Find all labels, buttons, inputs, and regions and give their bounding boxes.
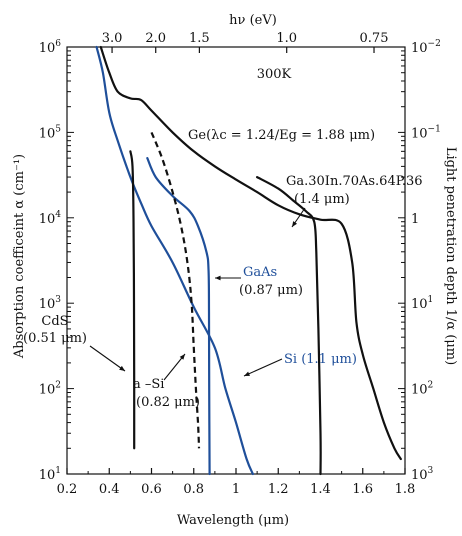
y-tick-base: 10 (39, 468, 56, 483)
si-label: Si (1.1 μm) (284, 352, 357, 367)
y-axis-title: Absorption coefficeint α (cm⁻¹) (12, 154, 27, 359)
x-tick-label: 1.2 (268, 482, 289, 497)
y-tick-exponent: 1 (55, 466, 61, 476)
right-tick-label: 102 (411, 381, 433, 398)
x-tick-label: 0.2 (57, 482, 78, 497)
asi-arrow-head (179, 354, 185, 360)
y-tick-exponent: 2 (55, 381, 61, 391)
curve-a-si (150, 131, 201, 449)
right-tick-label: 103 (411, 466, 434, 483)
y-tick-exponent: 6 (55, 39, 61, 49)
si-arrow (243, 358, 283, 377)
gaas-label: GaAs (243, 265, 277, 280)
x-tick-label: 1 (232, 482, 240, 497)
gainasp-wavelength-label: (1.4 μm) (294, 192, 350, 207)
gaas-arrow-head (215, 275, 221, 281)
x-tick-label: 1.4 (310, 482, 331, 497)
right-tick-base: 1 (411, 212, 419, 227)
y-tick-base: 10 (39, 212, 56, 227)
asi-arrow (163, 353, 186, 381)
y-tick-base: 10 (39, 126, 56, 141)
y-tick-base: 10 (39, 297, 56, 312)
asi-wavelength-label: (0.82 μm) (136, 395, 200, 410)
y-tick-label: 101 (39, 466, 61, 483)
right-tick-exponent: 3 (428, 466, 434, 476)
curves-group (95, 45, 402, 476)
y-tick-exponent: 4 (55, 210, 61, 220)
y-tick-label: 105 (39, 124, 62, 141)
right-tick-label: 1 (411, 212, 419, 227)
cds-label: CdS (41, 314, 68, 329)
y-tick-label: 102 (39, 381, 61, 398)
cds-arrow (89, 345, 126, 372)
top-axis-title: hν (eV) (229, 13, 277, 28)
gainasp-arrow-head (292, 221, 298, 227)
right-tick-label: 10−1 (411, 124, 441, 141)
x-axis-title: Wavelength (μm) (177, 513, 289, 528)
top-tick-label: 1.0 (276, 31, 297, 46)
y-tick-label: 103 (39, 295, 62, 312)
y-tick-label: 106 (39, 39, 62, 56)
gainasp-label: Ga.30In.70As.64P.36 (286, 174, 423, 189)
cds-wavelength-label: (0.51 μm) (23, 331, 87, 346)
right-tick-exponent: −1 (428, 124, 441, 134)
curve-gaas (146, 157, 211, 476)
x-tick-label: 1.8 (395, 482, 416, 497)
right-tick-base: 10 (411, 41, 428, 56)
gaas-wavelength-label: (0.87 μm) (239, 283, 303, 298)
y-tick-label: 104 (39, 210, 62, 227)
right-tick-exponent: 1 (428, 295, 434, 305)
y-tick-base: 10 (39, 383, 56, 398)
y-tick-exponent: 5 (55, 124, 61, 134)
cds-arrow-head (119, 365, 125, 371)
right-tick-label: 101 (411, 295, 433, 312)
x-tick-label: 0.8 (183, 482, 204, 497)
asi-label: a –Si (133, 377, 164, 392)
ge-label: Ge(λc = 1.24/Eg = 1.88 μm) (188, 128, 375, 143)
si-arrow-head (244, 371, 250, 376)
top-tick-label: 2.0 (145, 31, 166, 46)
x-tick-label: 0.4 (99, 482, 120, 497)
y-tick-base: 10 (39, 41, 56, 56)
right-tick-exponent: −2 (428, 39, 441, 49)
y-tick-exponent: 3 (55, 295, 61, 305)
curve-cds (129, 150, 136, 450)
top-tick-label: 1.5 (189, 31, 210, 46)
right-tick-label: 10−2 (411, 39, 441, 56)
x-tick-label: 1.6 (352, 482, 373, 497)
curve-si (95, 45, 254, 476)
x-tick-label: 0.6 (141, 482, 162, 497)
top-tick-label: 3.0 (102, 31, 123, 46)
plot-frame (66, 46, 406, 475)
curve-ga-30in-70as-64p-36 (256, 176, 322, 476)
right-axis-title: Light penetration depth 1/α (μm) (443, 147, 458, 365)
right-tick-base: 10 (411, 383, 428, 398)
right-tick-base: 10 (411, 126, 428, 141)
top-tick-label: 0.75 (360, 31, 389, 46)
right-tick-exponent: 2 (428, 381, 434, 391)
right-tick-base: 10 (411, 468, 428, 483)
curve-ge (99, 45, 402, 461)
ticks-group: 0.2 0.4 0.6 0.8 1 1.2 1.4 1.6 1.8 3.0 2.0 1.5 1.0 0.7… (39, 31, 441, 497)
temperature-label: 300K (257, 67, 292, 82)
annotations-group: 300K Ge(λc = 1.24/Eg = 1.88 μm) Ga.30In.70… (23, 67, 423, 410)
right-tick-base: 10 (411, 297, 428, 312)
